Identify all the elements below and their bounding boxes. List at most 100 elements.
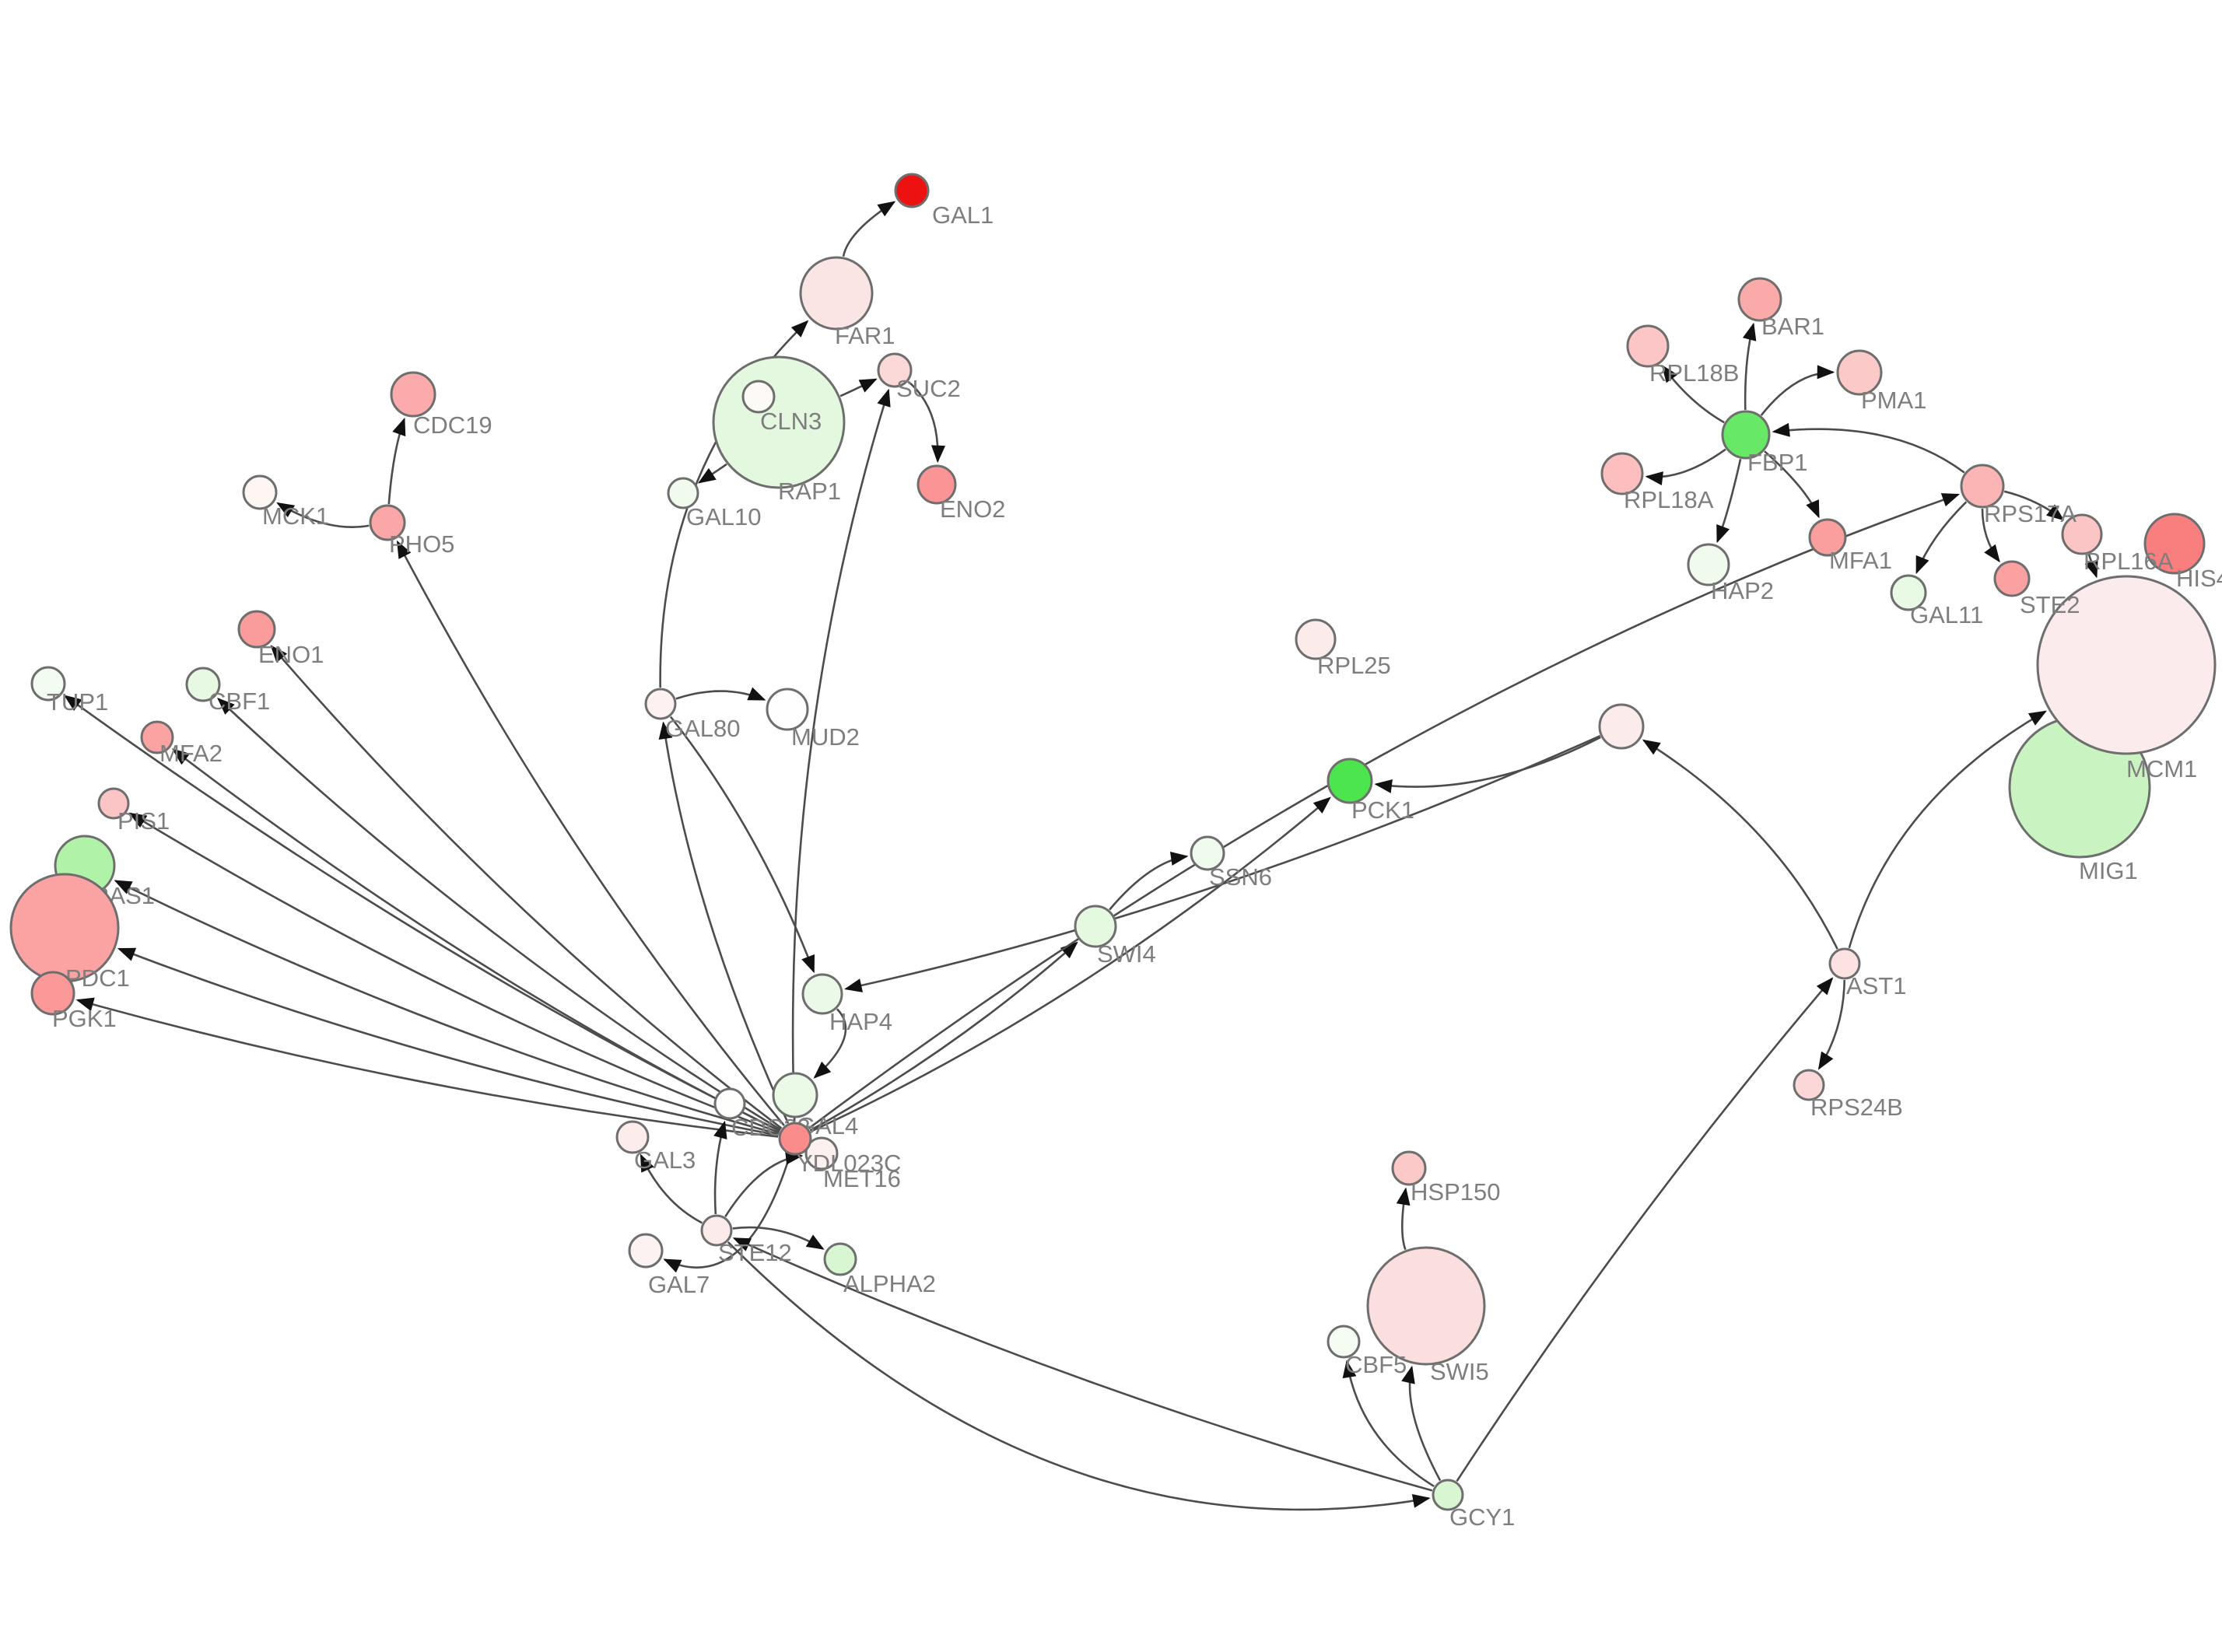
edge-YDL023C-SUC2[interactable] (791, 388, 891, 1122)
node-circle-CBF1[interactable] (185, 667, 221, 702)
node-PIS1[interactable]: PIS1 (97, 787, 170, 835)
node-circle-GAL4[interactable] (772, 1072, 818, 1118)
node-HAP4[interactable]: HAP4 (801, 973, 892, 1035)
node-TUP1[interactable]: TUP1 (30, 666, 108, 716)
edge-FBP1-PMA1[interactable] (1760, 365, 1835, 416)
node-CLN3[interactable]: CLN3 (741, 380, 822, 435)
node-circle-GAL7[interactable] (628, 1233, 664, 1269)
edge-RAP1-SUC2[interactable] (839, 378, 878, 397)
node-PGK1[interactable]: PGK1 (30, 971, 117, 1032)
node-SWI4[interactable]: SWI4 (1074, 905, 1156, 968)
node-RPL25[interactable]: RPL25 (1295, 618, 1391, 679)
edge-GCY1-AST1[interactable] (1456, 977, 1834, 1482)
edge-YDL023C-PGK1[interactable] (75, 997, 779, 1138)
node-PCK1[interactable]: PCK1 (1327, 758, 1414, 824)
node-circle-AST1[interactable] (1828, 947, 1861, 980)
node-circle-SSN6[interactable] (1190, 835, 1225, 871)
edge-RPS17A-STE2[interactable] (1981, 508, 2000, 563)
node-GAL11[interactable]: GAL11 (1890, 574, 1983, 628)
edge-STE12-ALPHA2[interactable] (732, 1226, 825, 1250)
node-SUC2[interactable]: SUC2 (877, 352, 961, 402)
node-circle-PGK1[interactable] (30, 971, 75, 1016)
edge-PHO5-MCK1[interactable] (276, 502, 370, 528)
node-MET16[interactable]: MET16 (804, 1136, 901, 1192)
node-CDC19[interactable]: CDC19 (390, 371, 492, 439)
node-circle-MCM1[interactable] (2036, 575, 2217, 755)
node-RPL18A[interactable]: RPL18A (1600, 452, 1714, 513)
node-circle-MET16[interactable] (804, 1136, 839, 1171)
node-circle-RPS17A[interactable] (1960, 464, 2005, 509)
node-PMA1[interactable]: PMA1 (1836, 349, 1926, 414)
node-STE2[interactable]: STE2 (1993, 560, 2080, 618)
edge-SUC2-ENO2[interactable] (907, 380, 946, 464)
edge-AST1-RPS24B[interactable] (1817, 979, 1845, 1070)
node-circle-RPL18A[interactable] (1600, 452, 1644, 495)
node-YDL023C[interactable]: YDL023C (778, 1122, 901, 1177)
node-circle-RPS24B[interactable] (1793, 1069, 1825, 1101)
edge-YDL023C-RAS1[interactable] (114, 880, 780, 1136)
node-MCM1[interactable]: MCM1 (2036, 575, 2217, 782)
node-circle-FAR1[interactable] (799, 256, 874, 331)
node-circle-ALPHA2[interactable] (823, 1242, 857, 1276)
edge-YDL023C-PCK1[interactable] (810, 796, 1331, 1132)
node-circle-GAL10[interactable] (667, 477, 699, 509)
edge-YDL023C-MFA2[interactable] (171, 748, 780, 1132)
node-circle-PCK1[interactable] (1327, 758, 1373, 804)
node-circle-FBP1[interactable] (1721, 410, 1771, 460)
node-circle-BAR1[interactable] (1737, 277, 1782, 322)
edge-RPS17A-RPL16A[interactable] (2003, 490, 2065, 521)
node-HSP150[interactable]: HSP150 (1391, 1150, 1500, 1206)
edge-RPS17A-GAL11[interactable] (1915, 501, 1968, 575)
node-GAL10[interactable]: GAL10 (667, 477, 762, 530)
node-circle-MCK1[interactable] (242, 474, 278, 510)
edge-STE12-GCY1[interactable] (727, 1241, 1431, 1511)
node-circle-SWI4[interactable] (1074, 905, 1117, 948)
node-circle-GAL11[interactable] (1890, 574, 1927, 611)
node-circle-PMA1[interactable] (1836, 349, 1883, 396)
edge-YDL023C-PDC1[interactable] (117, 947, 779, 1137)
edge-YDL023C-PHO5[interactable] (396, 540, 785, 1126)
node-circle-MFA1[interactable] (1808, 518, 1847, 557)
edge-GAL80-MUD2[interactable] (675, 687, 766, 701)
node-CBF5[interactable]: CBF5 (1327, 1325, 1407, 1378)
node-circle-PIS1[interactable] (97, 787, 130, 820)
node-circle-GAL80[interactable] (644, 688, 677, 720)
edge-UNL1-HAP4[interactable] (844, 735, 1601, 992)
edge-YDL023C-GAL7[interactable] (663, 1154, 791, 1273)
node-circle-ENO1[interactable] (237, 610, 276, 649)
node-GAL7[interactable]: GAL7 (628, 1233, 710, 1298)
edge-SWI5-HSP150[interactable] (1396, 1187, 1411, 1251)
node-circle-ENO2[interactable] (916, 464, 957, 505)
node-unlabeled[interactable] (1598, 703, 1645, 750)
node-FAR1[interactable]: FAR1 (799, 256, 895, 349)
node-circle-CBF5[interactable] (1327, 1325, 1361, 1359)
node-circle-TUP1[interactable] (30, 666, 66, 702)
edge-FAR1-GAL1[interactable] (842, 201, 896, 257)
edge-FBP1-RPL18A[interactable] (1645, 448, 1726, 485)
edge-GCY1-SWI5[interactable] (1401, 1365, 1442, 1482)
node-ALPHA2[interactable]: ALPHA2 (823, 1242, 936, 1297)
edge-YDL023C-PIS1[interactable] (128, 812, 780, 1134)
node-circle-SWI5[interactable] (1366, 1246, 1486, 1366)
node-GAL80[interactable]: GAL80 (644, 688, 741, 742)
edge-YDL023C-GAL80[interactable] (658, 721, 790, 1124)
node-SWI5[interactable]: SWI5 (1366, 1246, 1489, 1385)
node-circle-RPL16A[interactable] (2061, 513, 2103, 555)
edge-RPL16A-MCM1[interactable] (2084, 554, 2098, 579)
edge-GCY1-CBF5[interactable] (1342, 1360, 1435, 1488)
node-RPS17A[interactable]: RPS17A (1960, 464, 2077, 527)
node-MCK1[interactable]: MCK1 (242, 474, 329, 530)
edge-FBP1-MFA1[interactable] (1764, 450, 1820, 519)
node-GAL4[interactable]: GAL4 (772, 1072, 858, 1139)
node-circle-STE2[interactable] (1993, 560, 2031, 597)
node-circle-GCY1[interactable] (1432, 1479, 1464, 1511)
edge-FBP1-BAR1[interactable] (1742, 322, 1757, 411)
node-circle-STE12[interactable] (700, 1214, 733, 1247)
node-GAL1[interactable]: GAL1 (894, 173, 994, 229)
edge-STE12-MET16[interactable] (724, 1150, 804, 1217)
node-ENO2[interactable]: ENO2 (916, 464, 1005, 523)
edge-YDL023C-ENO1[interactable] (270, 645, 783, 1129)
node-PHO5[interactable]: PHO5 (369, 504, 454, 558)
node-circle-HSP150[interactable] (1391, 1150, 1427, 1186)
node-circle-PHO5[interactable] (369, 504, 406, 541)
